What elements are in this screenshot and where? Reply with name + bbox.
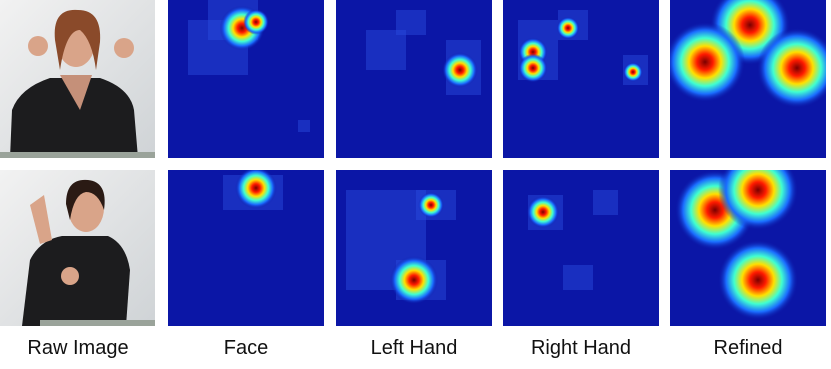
activation-patch <box>366 30 406 70</box>
heatmap-background <box>503 170 659 326</box>
heatmap <box>168 170 324 326</box>
heatmap-content <box>518 10 648 85</box>
raw-image <box>0 0 155 158</box>
activation-peak <box>556 16 580 40</box>
activation-patch <box>563 265 593 290</box>
caption: Right Hand <box>531 337 631 359</box>
activation-peak <box>518 53 548 83</box>
activation-peak <box>418 192 444 218</box>
heatmap-content <box>223 170 283 210</box>
heatmap-content <box>675 170 798 320</box>
heatmap <box>670 0 826 158</box>
heatmap-content <box>527 190 618 290</box>
heatmaps <box>168 0 826 326</box>
activation-peak <box>235 170 277 209</box>
heatmap <box>336 170 492 326</box>
heatmap <box>670 170 826 326</box>
activation-peak <box>390 256 438 304</box>
caption: Refined <box>714 337 783 359</box>
heatmap-content <box>346 190 456 304</box>
activation-patch <box>396 10 426 35</box>
activation-peak <box>623 62 643 82</box>
heatmap-content <box>366 10 481 95</box>
activation-peak <box>243 9 269 35</box>
activation-peak <box>718 240 798 320</box>
captions: Raw Image Face Left Hand Right Hand Refi… <box>27 337 782 359</box>
activation-peak <box>718 170 798 230</box>
heatmap <box>503 170 659 326</box>
raw-image <box>0 170 155 326</box>
activation-peak <box>442 52 478 88</box>
caption: Left Hand <box>371 337 458 359</box>
activation-patch <box>298 120 310 132</box>
caption: Raw Image <box>27 337 128 359</box>
activation-peak <box>670 22 745 102</box>
heatmap <box>336 0 492 158</box>
activation-peak <box>527 196 559 228</box>
activation-patch <box>593 190 618 215</box>
activation-peak <box>757 28 826 108</box>
heatmap <box>168 0 324 158</box>
caption: Face <box>224 337 268 359</box>
heatmap-content <box>670 0 826 108</box>
heatmap-content <box>188 0 310 132</box>
heatmap <box>503 0 659 158</box>
